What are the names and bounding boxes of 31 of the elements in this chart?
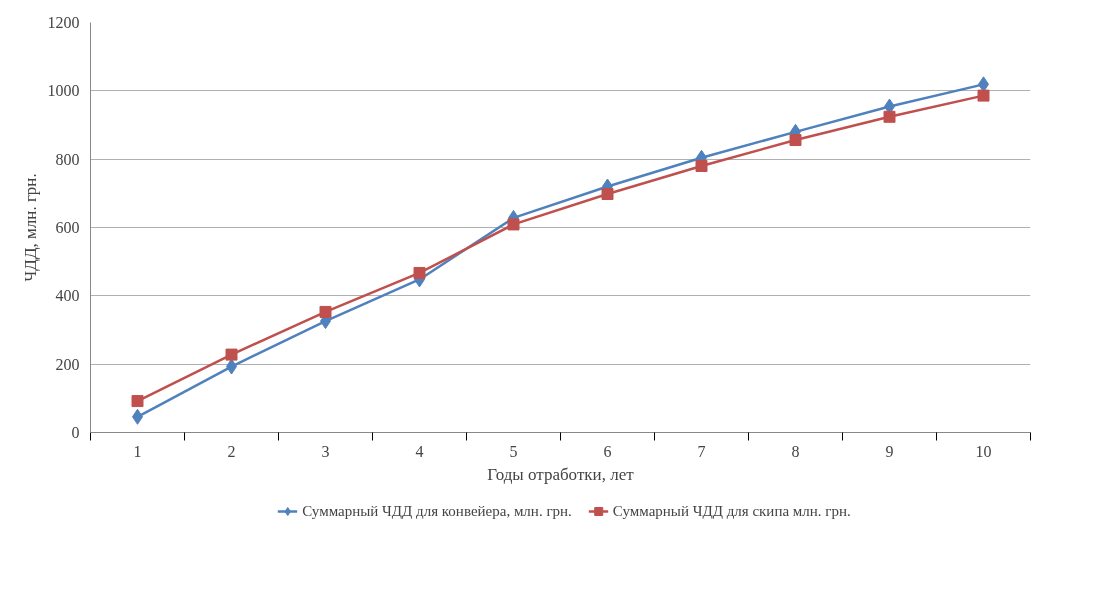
point xyxy=(695,160,708,172)
x-axis-title: Годы отработки, лет xyxy=(487,464,635,484)
y-tick-label: 1000 xyxy=(47,82,80,100)
y-tick-label: 200 xyxy=(55,355,80,373)
point xyxy=(789,134,802,147)
x-tick-label: 8 xyxy=(791,442,800,460)
x-tick-label: 2 xyxy=(227,442,236,460)
x-tick-label: 3 xyxy=(321,442,330,460)
point xyxy=(319,305,332,318)
x-tick-label: 6 xyxy=(603,442,612,460)
x-tick-label: 5 xyxy=(509,442,518,460)
point xyxy=(977,89,990,102)
point xyxy=(225,348,238,361)
x-tick-label: 9 xyxy=(885,442,894,460)
y-tick-label: 0 xyxy=(71,424,80,441)
point xyxy=(131,395,144,408)
point xyxy=(883,110,896,123)
point xyxy=(413,266,426,279)
legend-label: Суммарный ЧДД для скипа млн. грн. xyxy=(612,502,851,520)
x-tick-label: 10 xyxy=(975,442,992,460)
legend-label: Суммарный ЧДД для конвейера, млн. грн. xyxy=(302,502,572,520)
x-tick-label: 4 xyxy=(415,442,424,460)
y-tick-label: 600 xyxy=(55,219,80,236)
x-tick-label: 1 xyxy=(133,442,142,460)
y-tick-label: 400 xyxy=(55,287,80,305)
y-axis-title: ЧДД, млн. грн. xyxy=(20,173,40,282)
point xyxy=(507,218,520,231)
y-tick-label: 1200 xyxy=(47,14,80,31)
y-tick-label: 800 xyxy=(55,150,80,168)
x-tick-label: 7 xyxy=(697,442,706,460)
point xyxy=(601,188,614,201)
